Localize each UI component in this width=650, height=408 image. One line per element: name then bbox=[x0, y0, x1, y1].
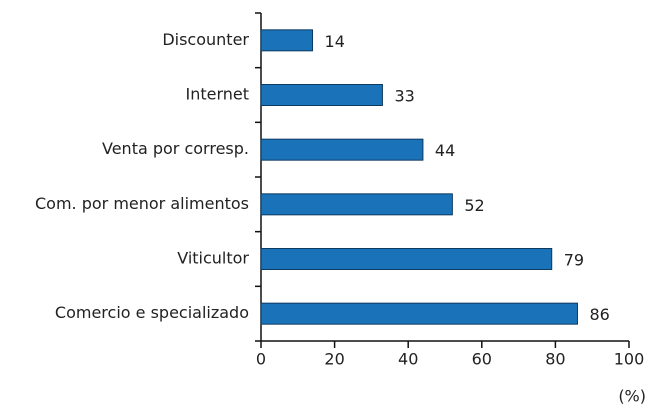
y-tick-label: Viticultor bbox=[177, 249, 249, 268]
x-axis-label: (%) bbox=[618, 387, 646, 406]
value-label: 52 bbox=[464, 196, 484, 215]
x-tick-label: 20 bbox=[324, 350, 344, 369]
x-tick-label: 40 bbox=[398, 350, 418, 369]
bar bbox=[260, 29, 314, 52]
bar bbox=[260, 248, 553, 270]
value-label: 86 bbox=[589, 305, 609, 324]
bar bbox=[260, 84, 383, 106]
y-tick-label: Discounter bbox=[162, 30, 249, 49]
x-tick-label: 0 bbox=[256, 350, 266, 369]
value-label: 33 bbox=[394, 87, 414, 106]
bar bbox=[260, 193, 453, 216]
value-label: 44 bbox=[435, 141, 455, 160]
value-label: 14 bbox=[325, 32, 345, 51]
y-tick-label: Internet bbox=[185, 85, 249, 104]
bar bbox=[260, 302, 578, 325]
x-tick-label: 100 bbox=[614, 350, 645, 369]
value-label: 79 bbox=[564, 251, 584, 270]
y-tick-label: Com. por menor alimentos bbox=[35, 194, 249, 213]
x-tick-label: 80 bbox=[545, 350, 565, 369]
x-tick-label: 60 bbox=[472, 350, 492, 369]
y-tick-label: Venta por corresp. bbox=[102, 139, 249, 158]
bar bbox=[260, 138, 424, 161]
y-tick-label: Comercio e specializado bbox=[55, 303, 249, 322]
